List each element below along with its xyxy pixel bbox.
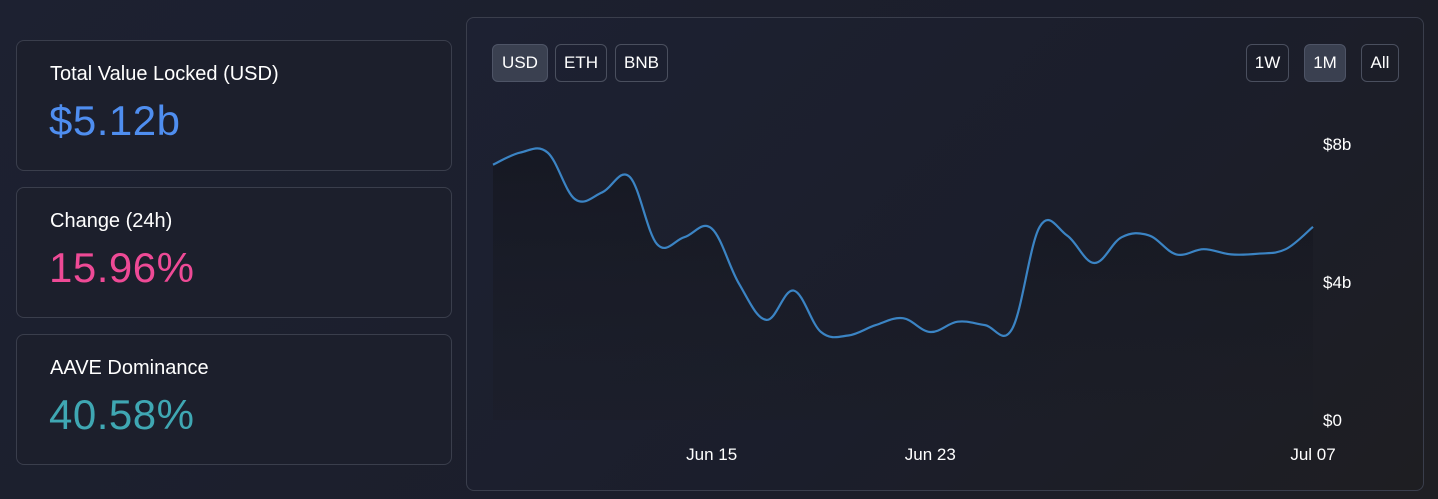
dominance-card: AAVE Dominance 40.58% [16, 334, 452, 465]
tvl-card: Total Value Locked (USD) $5.12b [16, 40, 452, 171]
change-card: Change (24h) 15.96% [16, 187, 452, 318]
x-tick-label: Jun 23 [905, 445, 956, 464]
tvl-value: $5.12b [49, 97, 181, 144]
range-tab-all[interactable]: All [1361, 44, 1399, 82]
y-tick-label: $0 [1323, 411, 1342, 430]
tvl-area [493, 148, 1313, 420]
tvl-chart[interactable]: $8b $4b $0 Jun 15 Jun 23 Jul 07 [467, 18, 1423, 490]
dominance-label: AAVE Dominance [50, 357, 209, 379]
y-tick-label: $4b [1323, 273, 1351, 292]
chart-panel: USD ETH BNB 1W 1M All $8b $4b $0 Jun 15 Jun… [466, 17, 1424, 491]
range-tab-1m[interactable]: 1M [1304, 44, 1346, 82]
tvl-label: Total Value Locked (USD) [50, 63, 279, 85]
x-tick-label: Jun 15 [686, 445, 737, 464]
change-value: 15.96% [49, 244, 195, 291]
currency-tab-usd[interactable]: USD [492, 44, 548, 82]
x-tick-label: Jul 07 [1290, 445, 1335, 464]
tvl-series-line [492, 147, 1314, 339]
change-label: Change (24h) [50, 210, 173, 232]
dominance-value: 40.58% [49, 391, 195, 438]
range-tab-1w[interactable]: 1W [1246, 44, 1289, 82]
y-tick-label: $8b [1323, 135, 1351, 154]
currency-tab-bnb[interactable]: BNB [615, 44, 668, 82]
currency-tab-eth[interactable]: ETH [555, 44, 607, 82]
